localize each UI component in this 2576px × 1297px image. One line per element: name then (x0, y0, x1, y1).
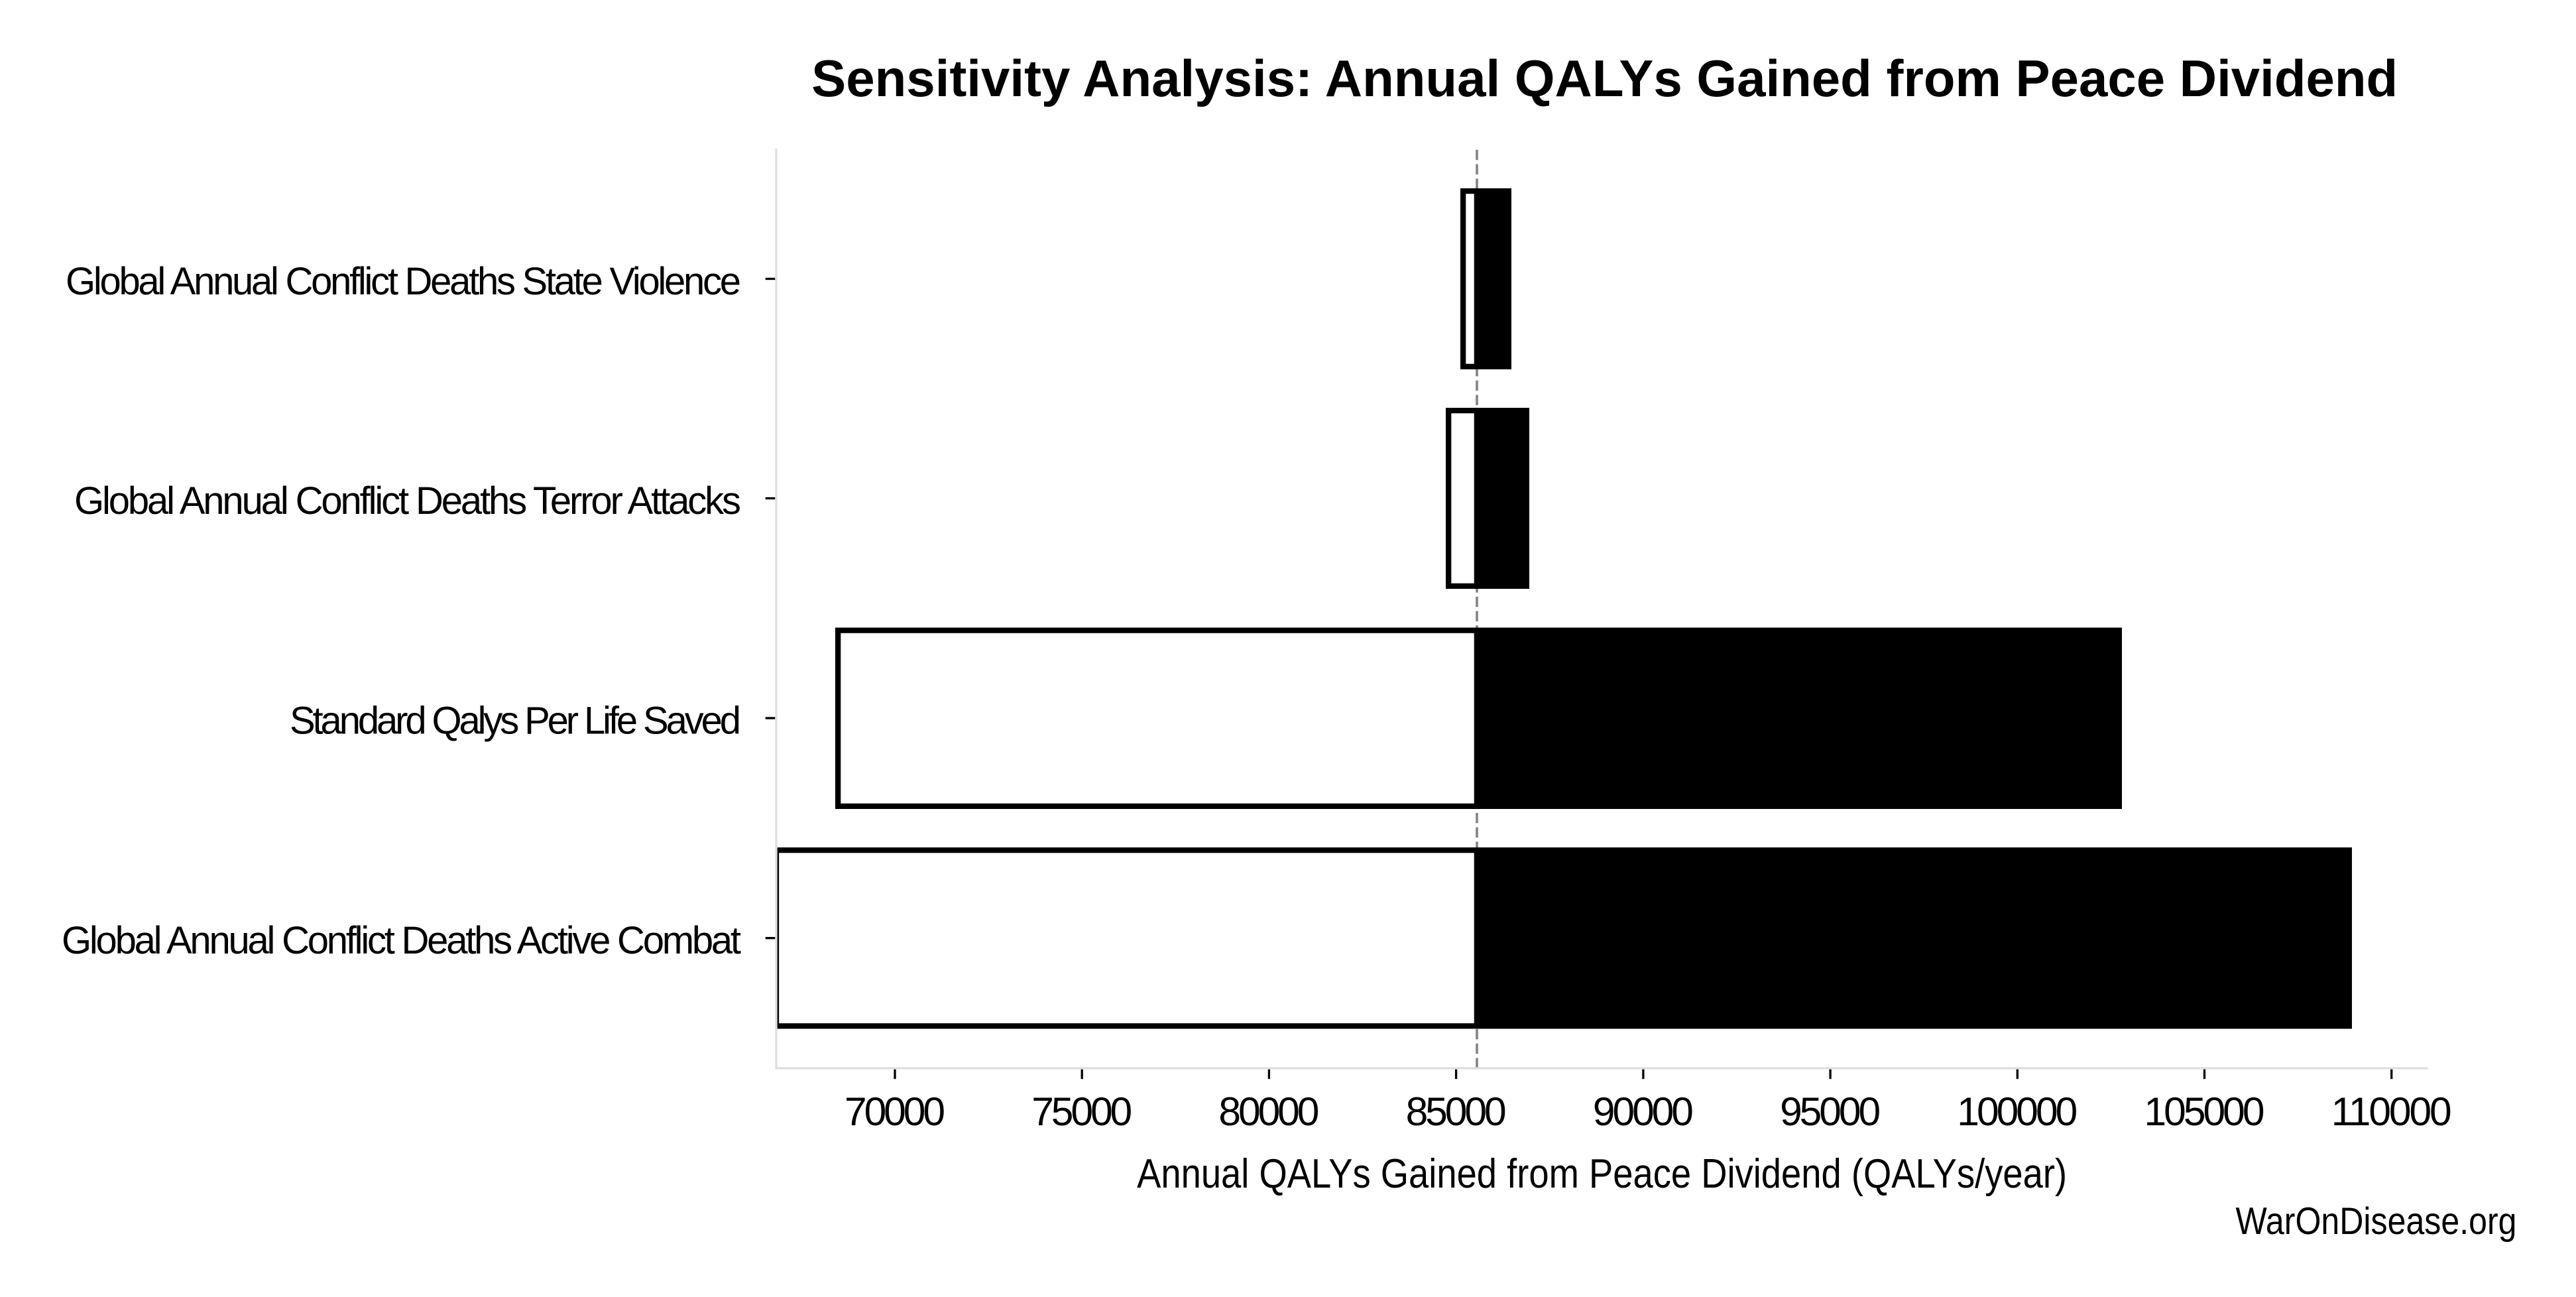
svg-text:75000: 75000 (1031, 1089, 1132, 1134)
svg-text:Annual QALYs Gained from Peace: Annual QALYs Gained from Peace Dividend … (1137, 1151, 2067, 1197)
svg-text:WarOnDisease.org: WarOnDisease.org (2236, 1200, 2517, 1243)
svg-text:Global Annual Conflict Deaths: Global Annual Conflict Deaths State Viol… (66, 260, 741, 303)
svg-text:Standard Qalys Per Life Saved: Standard Qalys Per Life Saved (290, 700, 741, 743)
svg-text:Global Annual Conflict Deaths: Global Annual Conflict Deaths Terror Att… (74, 479, 741, 523)
svg-text:100000: 100000 (1957, 1089, 2078, 1134)
svg-text:Global Annual Conflict Deaths: Global Annual Conflict Deaths Active Com… (62, 919, 741, 962)
svg-text:85000: 85000 (1406, 1089, 1507, 1134)
svg-text:110000: 110000 (2331, 1089, 2452, 1134)
svg-text:70000: 70000 (845, 1089, 945, 1134)
svg-text:105000: 105000 (2144, 1089, 2265, 1134)
svg-text:95000: 95000 (1780, 1089, 1881, 1134)
svg-text:90000: 90000 (1593, 1089, 1694, 1134)
svg-text:80000: 80000 (1218, 1089, 1319, 1134)
svg-text:Sensitivity Analysis: Annual Q: Sensitivity Analysis: Annual QALYs Gaine… (811, 50, 2398, 107)
